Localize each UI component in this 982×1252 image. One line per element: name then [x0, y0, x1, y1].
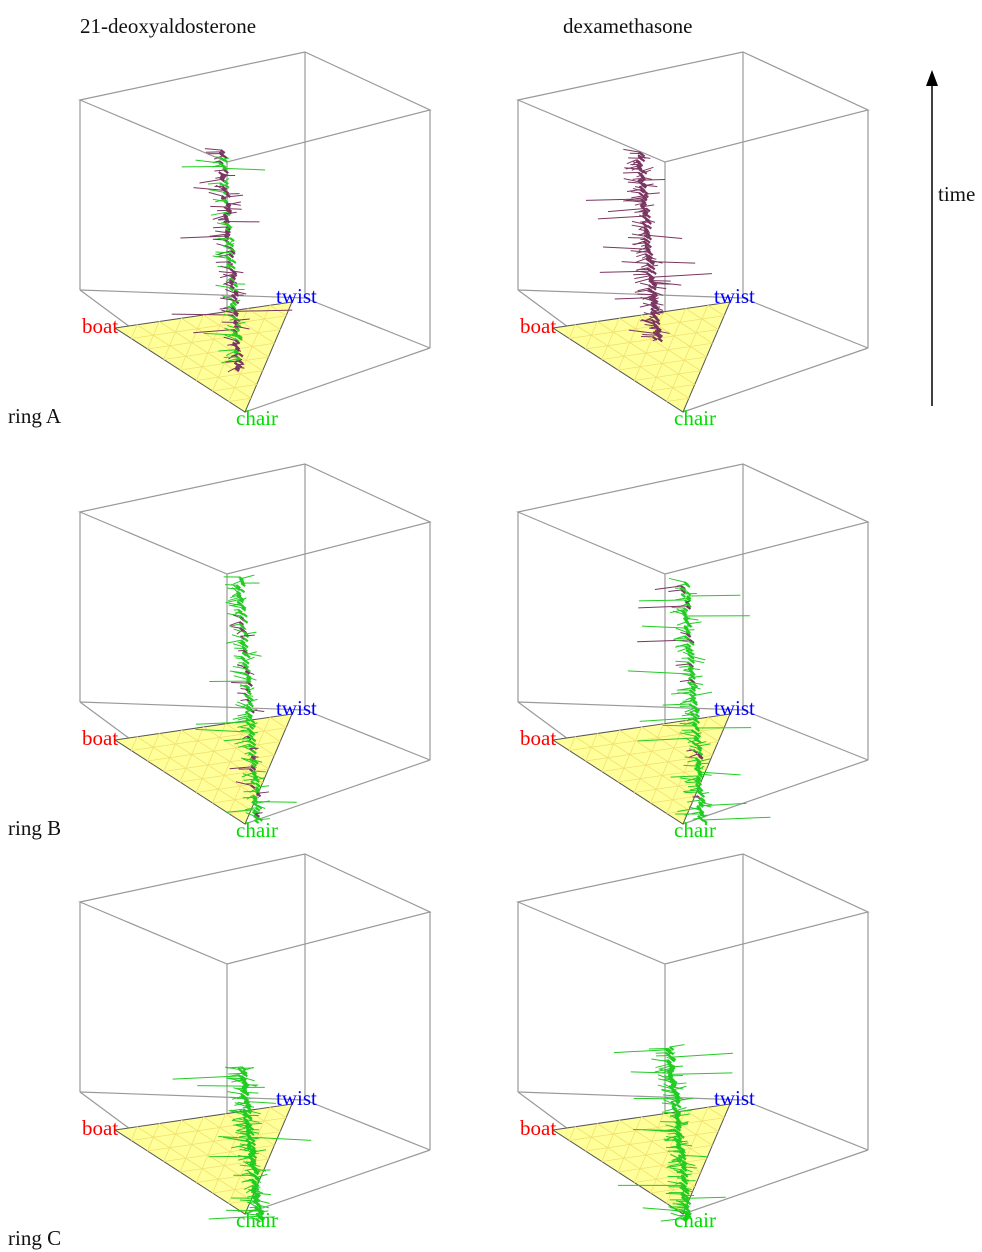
panel-ring-c-21-deoxyaldosterone: boat twist chair [60, 842, 500, 1252]
panel-ring-a-21-deoxyaldosterone: boat twist chair [60, 40, 500, 450]
column-title-21-deoxyaldosterone: 21-deoxyaldosterone [80, 14, 257, 38]
conformation-box-plot [516, 51, 870, 413]
column-title-dexamethasone: dexamethasone [563, 14, 693, 38]
row-label-ring-c: ring C [8, 1226, 62, 1250]
conformation-box-plot [516, 463, 870, 825]
time-axis-label: time [938, 182, 976, 206]
vertex-label-boat: boat [82, 726, 119, 750]
time-trace [613, 1044, 733, 1223]
vertex-label-chair: chair [236, 1208, 278, 1232]
conformation-box-plot [78, 463, 432, 825]
vertex-label-twist: twist [276, 284, 317, 308]
vertex-label-boat: boat [82, 314, 119, 338]
row-label-ring-b: ring B [8, 816, 62, 840]
time-trace [195, 574, 297, 824]
vertex-label-chair: chair [236, 406, 278, 430]
vertex-label-boat: boat [520, 1116, 557, 1140]
vertex-label-twist: twist [276, 696, 317, 720]
vertex-label-boat: boat [82, 1116, 119, 1140]
vertex-label-boat: boat [520, 314, 557, 338]
vertex-label-chair: chair [674, 1208, 716, 1232]
time-trace [171, 148, 293, 373]
time-arrow-icon [926, 70, 938, 406]
vertex-label-twist: twist [276, 1086, 317, 1110]
conformation-box-plot [78, 51, 432, 413]
time-trace [585, 148, 712, 343]
vertex-label-boat: boat [520, 726, 557, 750]
conformation-box-plot [78, 853, 432, 1223]
vertex-label-chair: chair [236, 818, 278, 842]
vertex-label-twist: twist [714, 1086, 755, 1110]
vertex-label-chair: chair [674, 406, 716, 430]
panel-ring-c-dexamethasone: boat twist chair [498, 842, 938, 1252]
time-trace [627, 577, 771, 824]
panel-ring-a-dexamethasone: boat twist chair [498, 40, 938, 450]
panel-ring-b-dexamethasone: boat twist chair [498, 452, 938, 862]
time-trace [172, 1066, 312, 1223]
conformation-box-plot [516, 853, 870, 1223]
row-label-ring-a: ring A [8, 404, 62, 428]
vertex-label-chair: chair [674, 818, 716, 842]
vertex-label-twist: twist [714, 284, 755, 308]
panel-ring-b-21-deoxyaldosterone: boat twist chair [60, 452, 500, 862]
vertex-label-twist: twist [714, 696, 755, 720]
